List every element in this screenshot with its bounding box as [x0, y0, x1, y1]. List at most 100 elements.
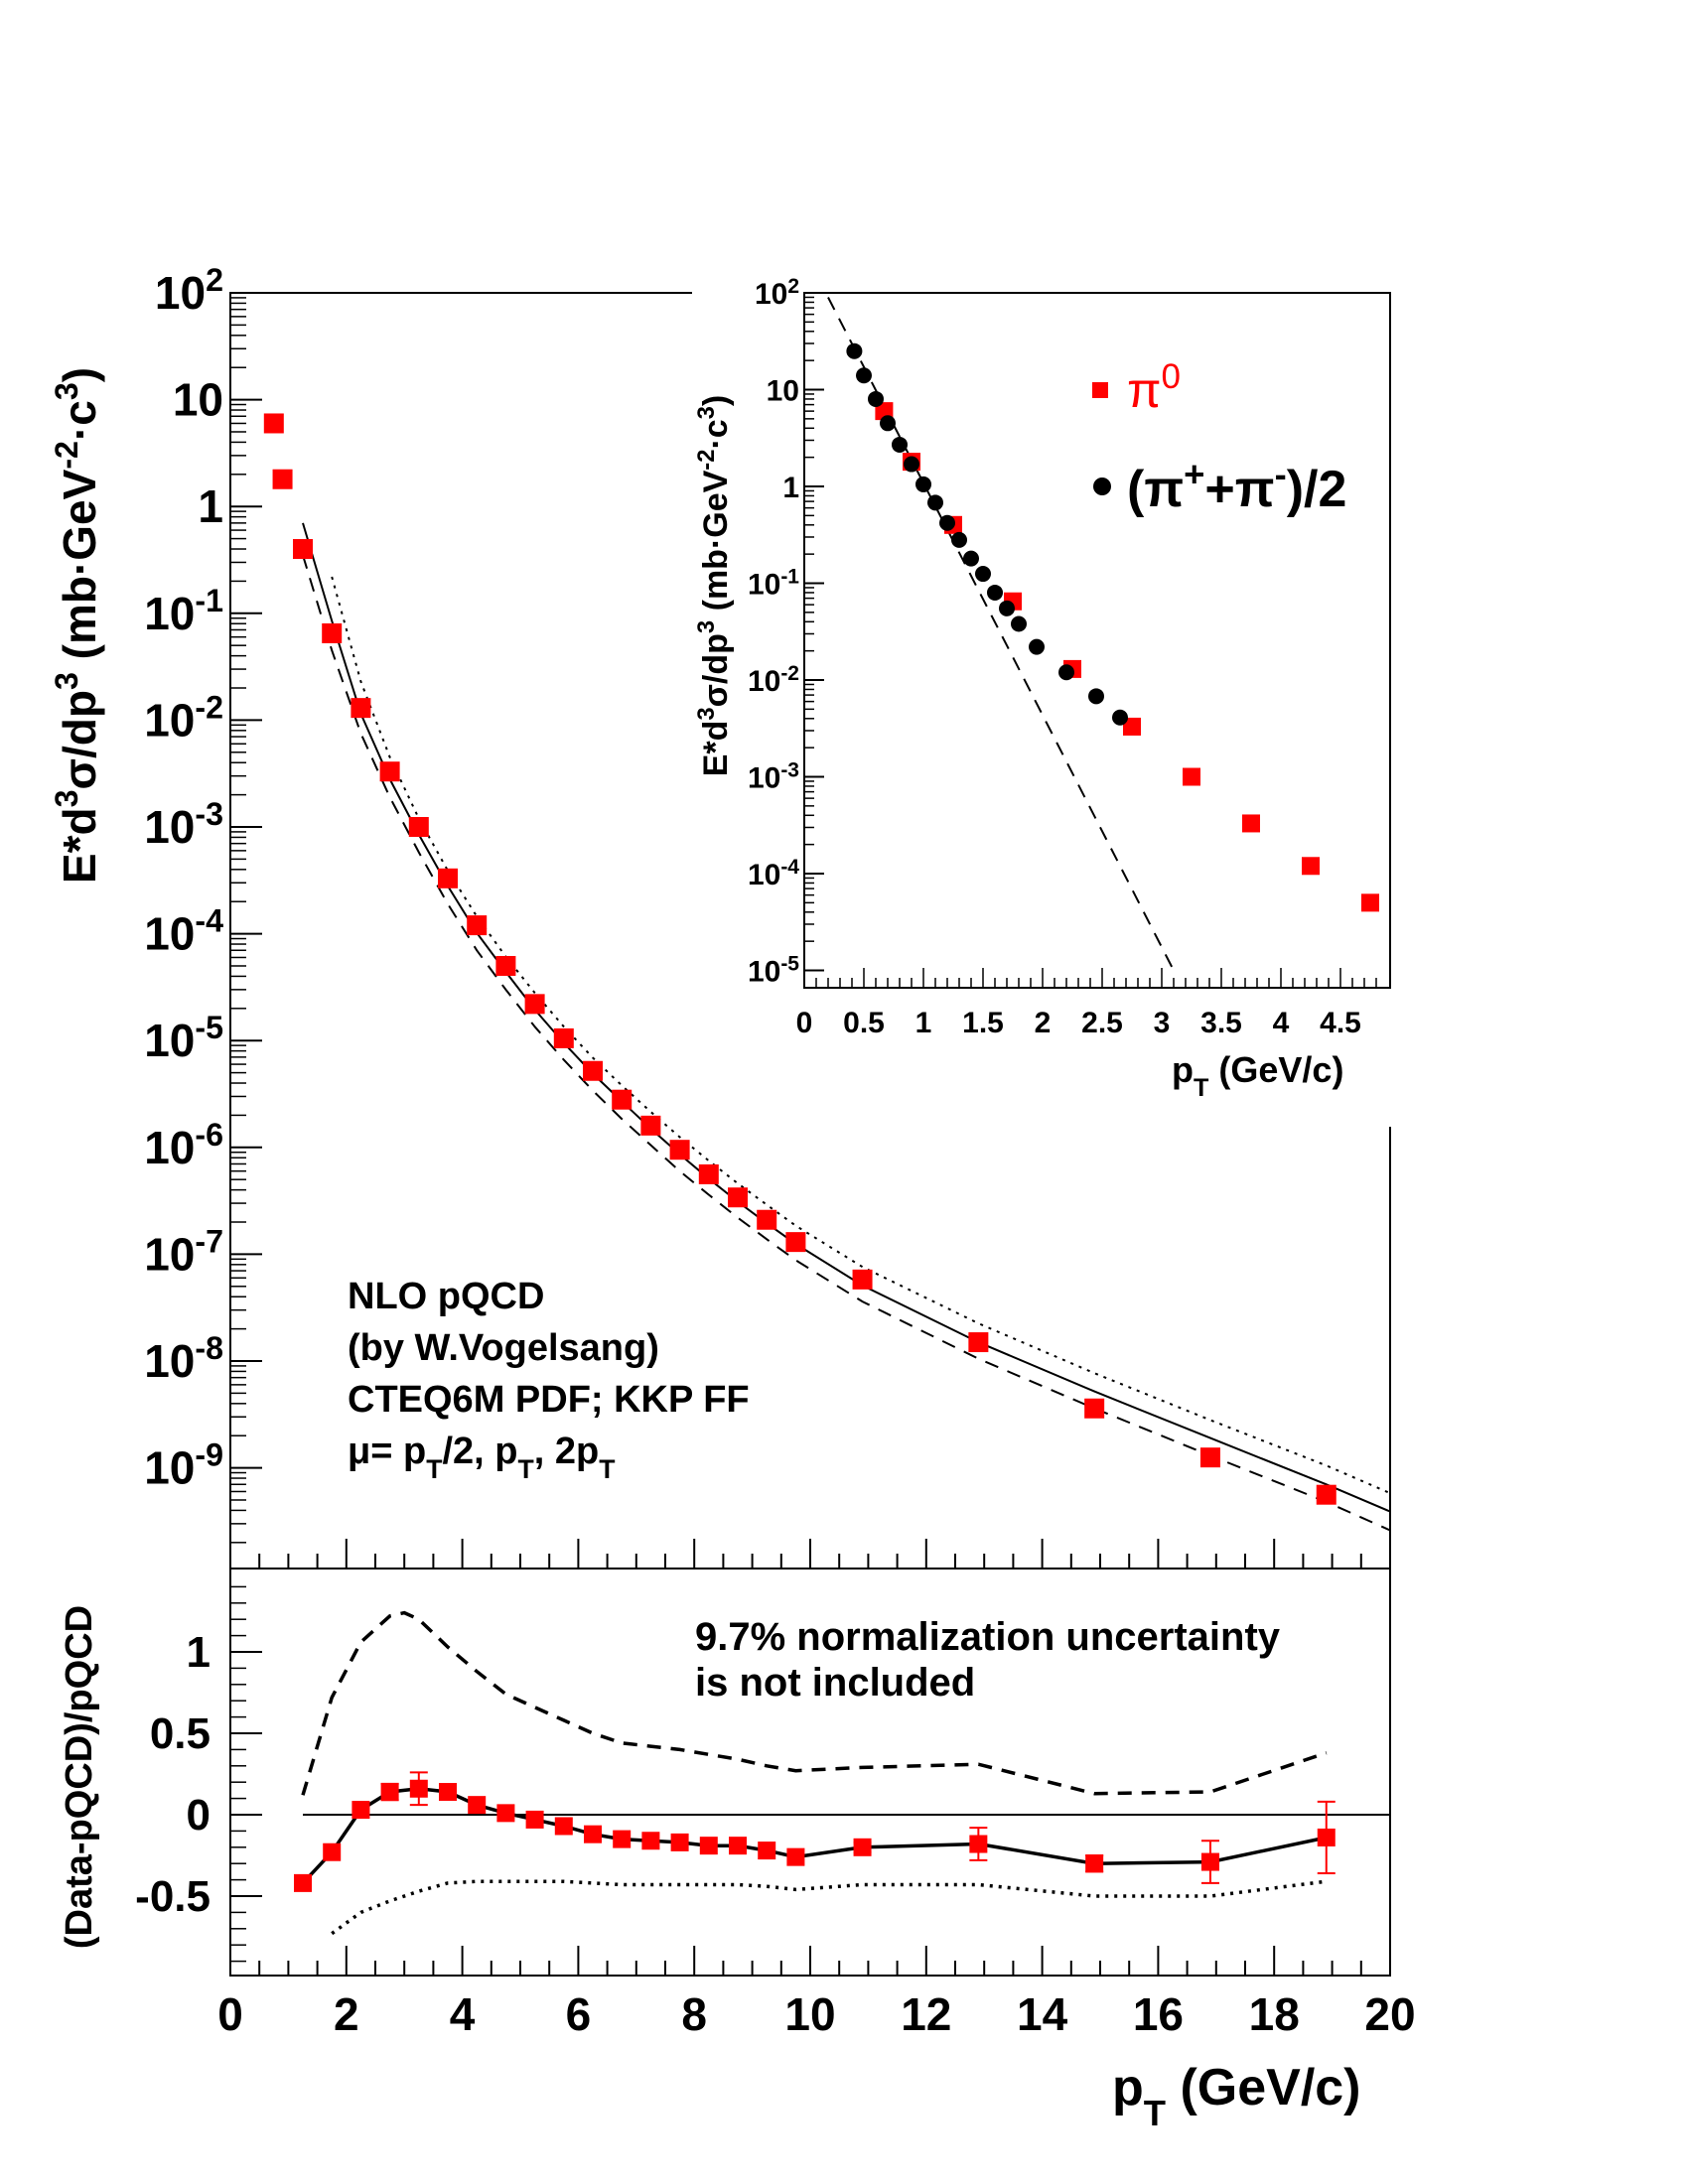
x-tick-label: 8 [681, 1988, 707, 2040]
text-run: (GeV/c) [1166, 2059, 1361, 2116]
text-run: 3 [49, 382, 84, 400]
x-tick-label: 16 [1133, 1988, 1184, 2040]
inset-frame [803, 292, 1391, 989]
text-run: (π [1127, 461, 1184, 518]
inset-x-tick-label: 0.5 [843, 1007, 885, 1039]
text-run: ) [54, 367, 105, 382]
inset-x-tick-label: 2 [1035, 1007, 1052, 1039]
ratio-pi0-point [380, 1783, 399, 1802]
text-run: -8 [195, 1330, 223, 1366]
text-run: 10 [748, 956, 780, 989]
text-run: 10 [144, 588, 195, 639]
inset-y-tick-label: 10-4 [748, 856, 799, 892]
x-tick-label: 4 [450, 1988, 476, 2040]
text-run: -3 [195, 796, 223, 832]
inset-charged-point [904, 456, 919, 473]
inset-pi0-point [1183, 767, 1200, 786]
inset-charged-point [1088, 688, 1104, 705]
ratio-pi0-point [294, 1873, 312, 1892]
text-run: -7 [195, 1223, 223, 1259]
inset-x-tick-label: 4 [1273, 1007, 1290, 1039]
theory-annotation: NLO pQCD (by W.Vogelsang) CTEQ6M PDF; KK… [348, 1276, 750, 1484]
inset-charged-point [975, 566, 991, 583]
x-tick-label: 10 [784, 1988, 835, 2040]
x-tick-label: 2 [334, 1988, 359, 2040]
main-panel: 10210110-110-210-310-410-510-610-710-810… [49, 262, 1391, 1570]
text-run: 3 [693, 620, 720, 633]
text-run: 1 [198, 480, 223, 532]
main-pi0-point [1316, 1484, 1336, 1505]
x-tick-label: 14 [1017, 1988, 1068, 2040]
main-pi0-point [612, 1089, 633, 1110]
text-run: -4 [780, 856, 799, 879]
inset-y-tick-label: 102 [755, 275, 799, 312]
text-run: -2 [780, 662, 799, 685]
text-run: 3 [49, 790, 84, 808]
inset-x-tick-label: 3.5 [1200, 1007, 1242, 1039]
ratio-pi0-point [641, 1832, 660, 1850]
main-y-tick-label: 1 [198, 480, 223, 532]
main-y-tick-label: 10-2 [144, 689, 223, 746]
ratio-pi0-point [853, 1838, 872, 1856]
text-run: 10 [144, 801, 195, 853]
text-run: -4 [195, 903, 223, 939]
ratio-data-points [294, 1771, 1336, 1892]
legend-pi0-label: π0 [1127, 357, 1181, 419]
inset-charged-point [939, 514, 955, 531]
text-run: -1 [780, 565, 799, 588]
inset-charged-point [987, 584, 1003, 601]
ratio-pi0-point [439, 1783, 457, 1802]
inset-charged-point [1029, 638, 1045, 655]
inset-x-tick-label: 2.5 [1081, 1007, 1123, 1039]
inset-charged-point [951, 531, 967, 548]
inset-x-tick-label: 1 [915, 1007, 932, 1039]
text-run: -5 [195, 1010, 223, 1045]
inset-y-tick-label: 10 [767, 375, 799, 408]
ratio-y-axis: 1 0.5 0 -0.5 [135, 1585, 262, 1963]
main-pi0-point [728, 1187, 748, 1208]
ratio-pi0-point [468, 1796, 487, 1815]
inset-pi0-point [1123, 717, 1141, 736]
ratio-pi0-point [525, 1810, 544, 1829]
text-run: T [1194, 1074, 1209, 1102]
main-y-tick-label: 10-1 [144, 583, 223, 639]
ratio-pi0-point [409, 1779, 428, 1798]
text-run: 10 [144, 1122, 195, 1173]
inset-y-tick-label: 10-1 [748, 565, 799, 602]
legend-charged-marker [1093, 478, 1111, 495]
main-y-axis-label: E*d3σ/dp3 (mb·GeV-2·c3) [49, 367, 105, 884]
ratio-pi0-point [699, 1837, 718, 1855]
main-pi0-point [351, 698, 371, 719]
text-run: 10 [748, 762, 780, 795]
text-run: -2 [49, 441, 84, 470]
main-pi0-point [322, 622, 343, 643]
main-pi0-point [583, 1060, 603, 1081]
text-run: 10 [173, 374, 223, 426]
ratio-y-tick-label: -0.5 [135, 1872, 211, 1921]
inset-y-axis-label: E*d3σ/dp3 (mb·GeV-2·c3) [693, 395, 736, 777]
text-run: 1 [782, 472, 799, 504]
inset-x-tick-label: 0 [796, 1007, 813, 1039]
text-run: σ/dp [54, 690, 105, 789]
text-run: 10 [144, 1228, 195, 1280]
inset-charged-point [856, 367, 872, 384]
main-pi0-point [640, 1115, 661, 1136]
ratio-curve-dashed [301, 1610, 1328, 1796]
ratio-theory-curves [301, 1610, 1390, 1936]
inset-charged-point [1112, 709, 1128, 726]
ratio-y-tick-label: 1 [187, 1628, 211, 1677]
main-curve-dotted [331, 576, 1391, 1495]
annotation-line-2: (by W.Vogelsang) [348, 1327, 659, 1369]
annotation-line-4: μ= pT/2, pT, 2pT [348, 1431, 615, 1484]
ratio-pi0-point [352, 1801, 370, 1820]
x-axis-label: pT (GeV/c) [1112, 2059, 1361, 2133]
ratio-y-axis-label: (Data-pQCD)/pQCD [59, 1605, 100, 1949]
text-run: ·c [54, 400, 105, 441]
ratio-y-tick-label: 0 [187, 1791, 211, 1840]
inset-legend: π0 (π++π-)/2 [1092, 357, 1346, 518]
text-run: T [599, 1454, 615, 1484]
main-pi0-point [1084, 1398, 1105, 1419]
main-pi0-point [852, 1269, 873, 1290]
main-y-tick-label: 10-5 [144, 1010, 223, 1066]
